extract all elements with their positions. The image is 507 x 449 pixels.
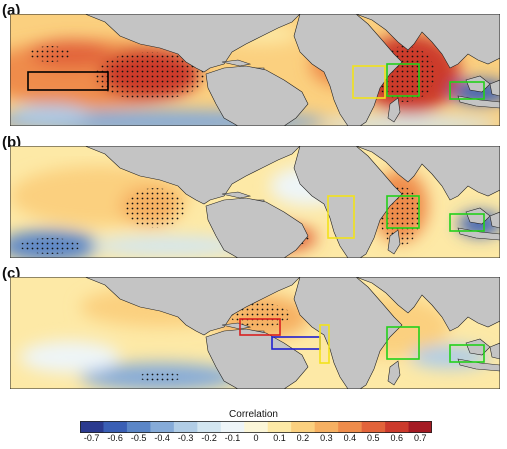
colorbar-segment xyxy=(197,421,222,433)
colorbar-segment xyxy=(244,421,269,433)
box-yellow xyxy=(319,324,330,364)
colorbar-tick-label: -0.6 xyxy=(107,433,123,443)
colorbar-segment xyxy=(103,421,128,433)
box-red xyxy=(239,318,281,336)
box-yellow xyxy=(352,65,386,99)
colorbar-tick-label: -0.5 xyxy=(130,433,147,443)
box-black xyxy=(27,71,109,91)
box-green xyxy=(386,63,420,97)
colorbar-segment xyxy=(267,421,292,433)
colorbar-segment xyxy=(361,421,386,433)
colorbar-tick-label: -0.4 xyxy=(154,433,170,443)
colorbar-segment xyxy=(150,421,175,433)
map-panel-b xyxy=(10,146,500,258)
colorbar-tick-label: 0.4 xyxy=(343,433,357,443)
colorbar-segment xyxy=(338,421,362,433)
box-yellow xyxy=(327,195,355,239)
colorbar-segment xyxy=(173,421,198,433)
colorbar-tick-label: 0.7 xyxy=(414,433,427,443)
colorbar xyxy=(80,421,432,433)
colorbar-tick-label: -0.7 xyxy=(83,433,100,443)
colorbar-segment xyxy=(314,421,339,433)
colorbar-tick-label: -0.2 xyxy=(201,433,217,443)
colorbar-segment xyxy=(126,421,151,433)
colorbar-tick-label: 0.2 xyxy=(296,433,310,443)
colorbar-segment xyxy=(408,421,432,433)
colorbar-segment xyxy=(385,421,409,433)
colorbar-tick-label: 0.5 xyxy=(367,433,380,443)
colorbar-tick-label: 0.3 xyxy=(320,433,333,443)
box-green xyxy=(449,344,485,363)
box-green xyxy=(449,81,485,100)
box-green xyxy=(386,326,420,360)
colorbar-tick-label: -0.1 xyxy=(224,433,241,443)
box-green xyxy=(386,195,420,229)
colorbar-tick-label: 0 xyxy=(253,433,259,443)
map-panel-c xyxy=(10,277,500,389)
colorbar-segment xyxy=(80,421,104,433)
colorbar-segment xyxy=(291,421,315,433)
colorbar-tick-label: 0.6 xyxy=(390,433,404,443)
map-panel-a xyxy=(10,14,500,126)
box-green xyxy=(449,213,485,232)
colorbar-tick-label: -0.3 xyxy=(177,433,194,443)
colorbar-tick-label: 0.1 xyxy=(273,433,286,443)
colorbar-segment xyxy=(220,421,245,433)
colorbar-title: Correlation xyxy=(229,409,278,420)
